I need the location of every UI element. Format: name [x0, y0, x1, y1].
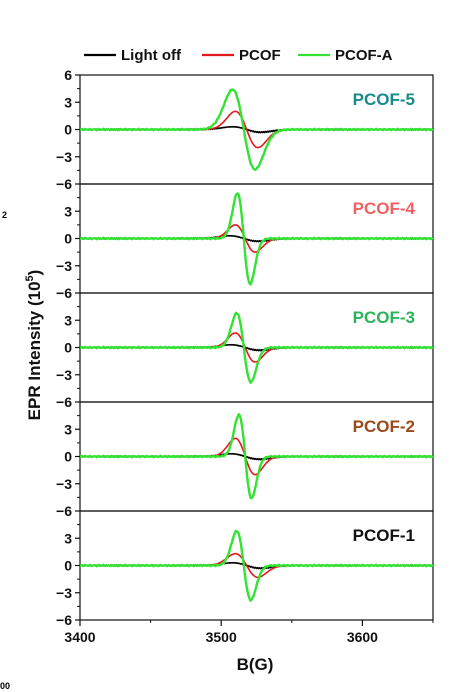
- plot-panels: 6 3 0 −3 −6 PCOF-5 3 0 −3 −6 PCOF-4 3 0 −3 −6 PCOF-3 3 0 −…: [56, 67, 434, 628]
- legend-label: PCOF: [239, 47, 281, 64]
- edge-fragment-bottom: 00: [0, 681, 11, 691]
- y-tick-label: −6: [56, 285, 72, 301]
- y-tick-label: 3: [64, 203, 72, 219]
- x-tick-label: 3500: [206, 629, 237, 645]
- panel-PCOF-3: 3 0 −3 −6 PCOF-3: [56, 292, 434, 410]
- panel-label: PCOF-5: [353, 90, 415, 109]
- series-pcof-a: [79, 413, 434, 500]
- legend-label: Light off: [121, 47, 182, 64]
- x-axis: 3400 3500 3600: [64, 620, 434, 645]
- panel-label: PCOF-3: [353, 308, 415, 327]
- y-tick-label: 3: [64, 94, 72, 110]
- panel-PCOF-1: 3 0 −3 −6 PCOF-1: [56, 510, 434, 628]
- series-pcof-a: [79, 192, 434, 286]
- y-tick-label: −3: [56, 476, 72, 492]
- y-axis-label: EPR Intensity (105): [24, 270, 44, 421]
- y-tick-label: −6: [56, 394, 72, 410]
- y-axis-label-text: EPR Intensity (10: [25, 281, 44, 420]
- y-tick-label: 0: [64, 122, 72, 138]
- x-axis-label: B(G): [237, 655, 274, 674]
- panel-label: PCOF-1: [353, 526, 415, 545]
- y-tick-label: 0: [64, 449, 72, 465]
- y-tick-label: −3: [56, 367, 72, 383]
- panel-PCOF-4: 3 0 −3 −6 PCOF-4: [56, 183, 434, 301]
- y-axis-label-exponent: 5: [24, 275, 36, 281]
- y-tick-label: −6: [56, 612, 72, 628]
- legend-label: PCOF-A: [335, 47, 393, 64]
- y-tick-label: 3: [64, 530, 72, 546]
- panel-label: PCOF-2: [353, 417, 415, 436]
- y-tick-label: −3: [56, 585, 72, 601]
- y-tick-label: 0: [64, 558, 72, 574]
- y-tick-label: 0: [64, 340, 72, 356]
- x-tick-label: 3400: [64, 629, 95, 645]
- y-tick-label: 3: [64, 421, 72, 437]
- legend: Light off PCOF PCOF-A: [84, 47, 393, 64]
- panel-PCOF-2: 3 0 −3 −6 PCOF-2: [56, 401, 434, 519]
- y-tick-label: 0: [64, 231, 72, 247]
- x-tick-label: 3600: [347, 629, 378, 645]
- y-tick-label: −6: [56, 176, 72, 192]
- y-tick-label: −3: [56, 258, 72, 274]
- y-axis-label-close: ): [25, 270, 44, 276]
- y-tick-label: 6: [64, 67, 72, 83]
- y-tick-label: −6: [56, 503, 72, 519]
- y-tick-label: 3: [64, 312, 72, 328]
- edge-fragment-left: 2: [2, 210, 8, 220]
- panel-label: PCOF-4: [353, 199, 416, 218]
- series-pcof-a: [79, 311, 434, 384]
- series-pcof-a: [79, 88, 434, 171]
- series-pcof-a: [79, 529, 434, 602]
- y-tick-label: −3: [56, 149, 72, 165]
- panel-PCOF-5: 6 3 0 −3 −6 PCOF-5: [56, 67, 434, 192]
